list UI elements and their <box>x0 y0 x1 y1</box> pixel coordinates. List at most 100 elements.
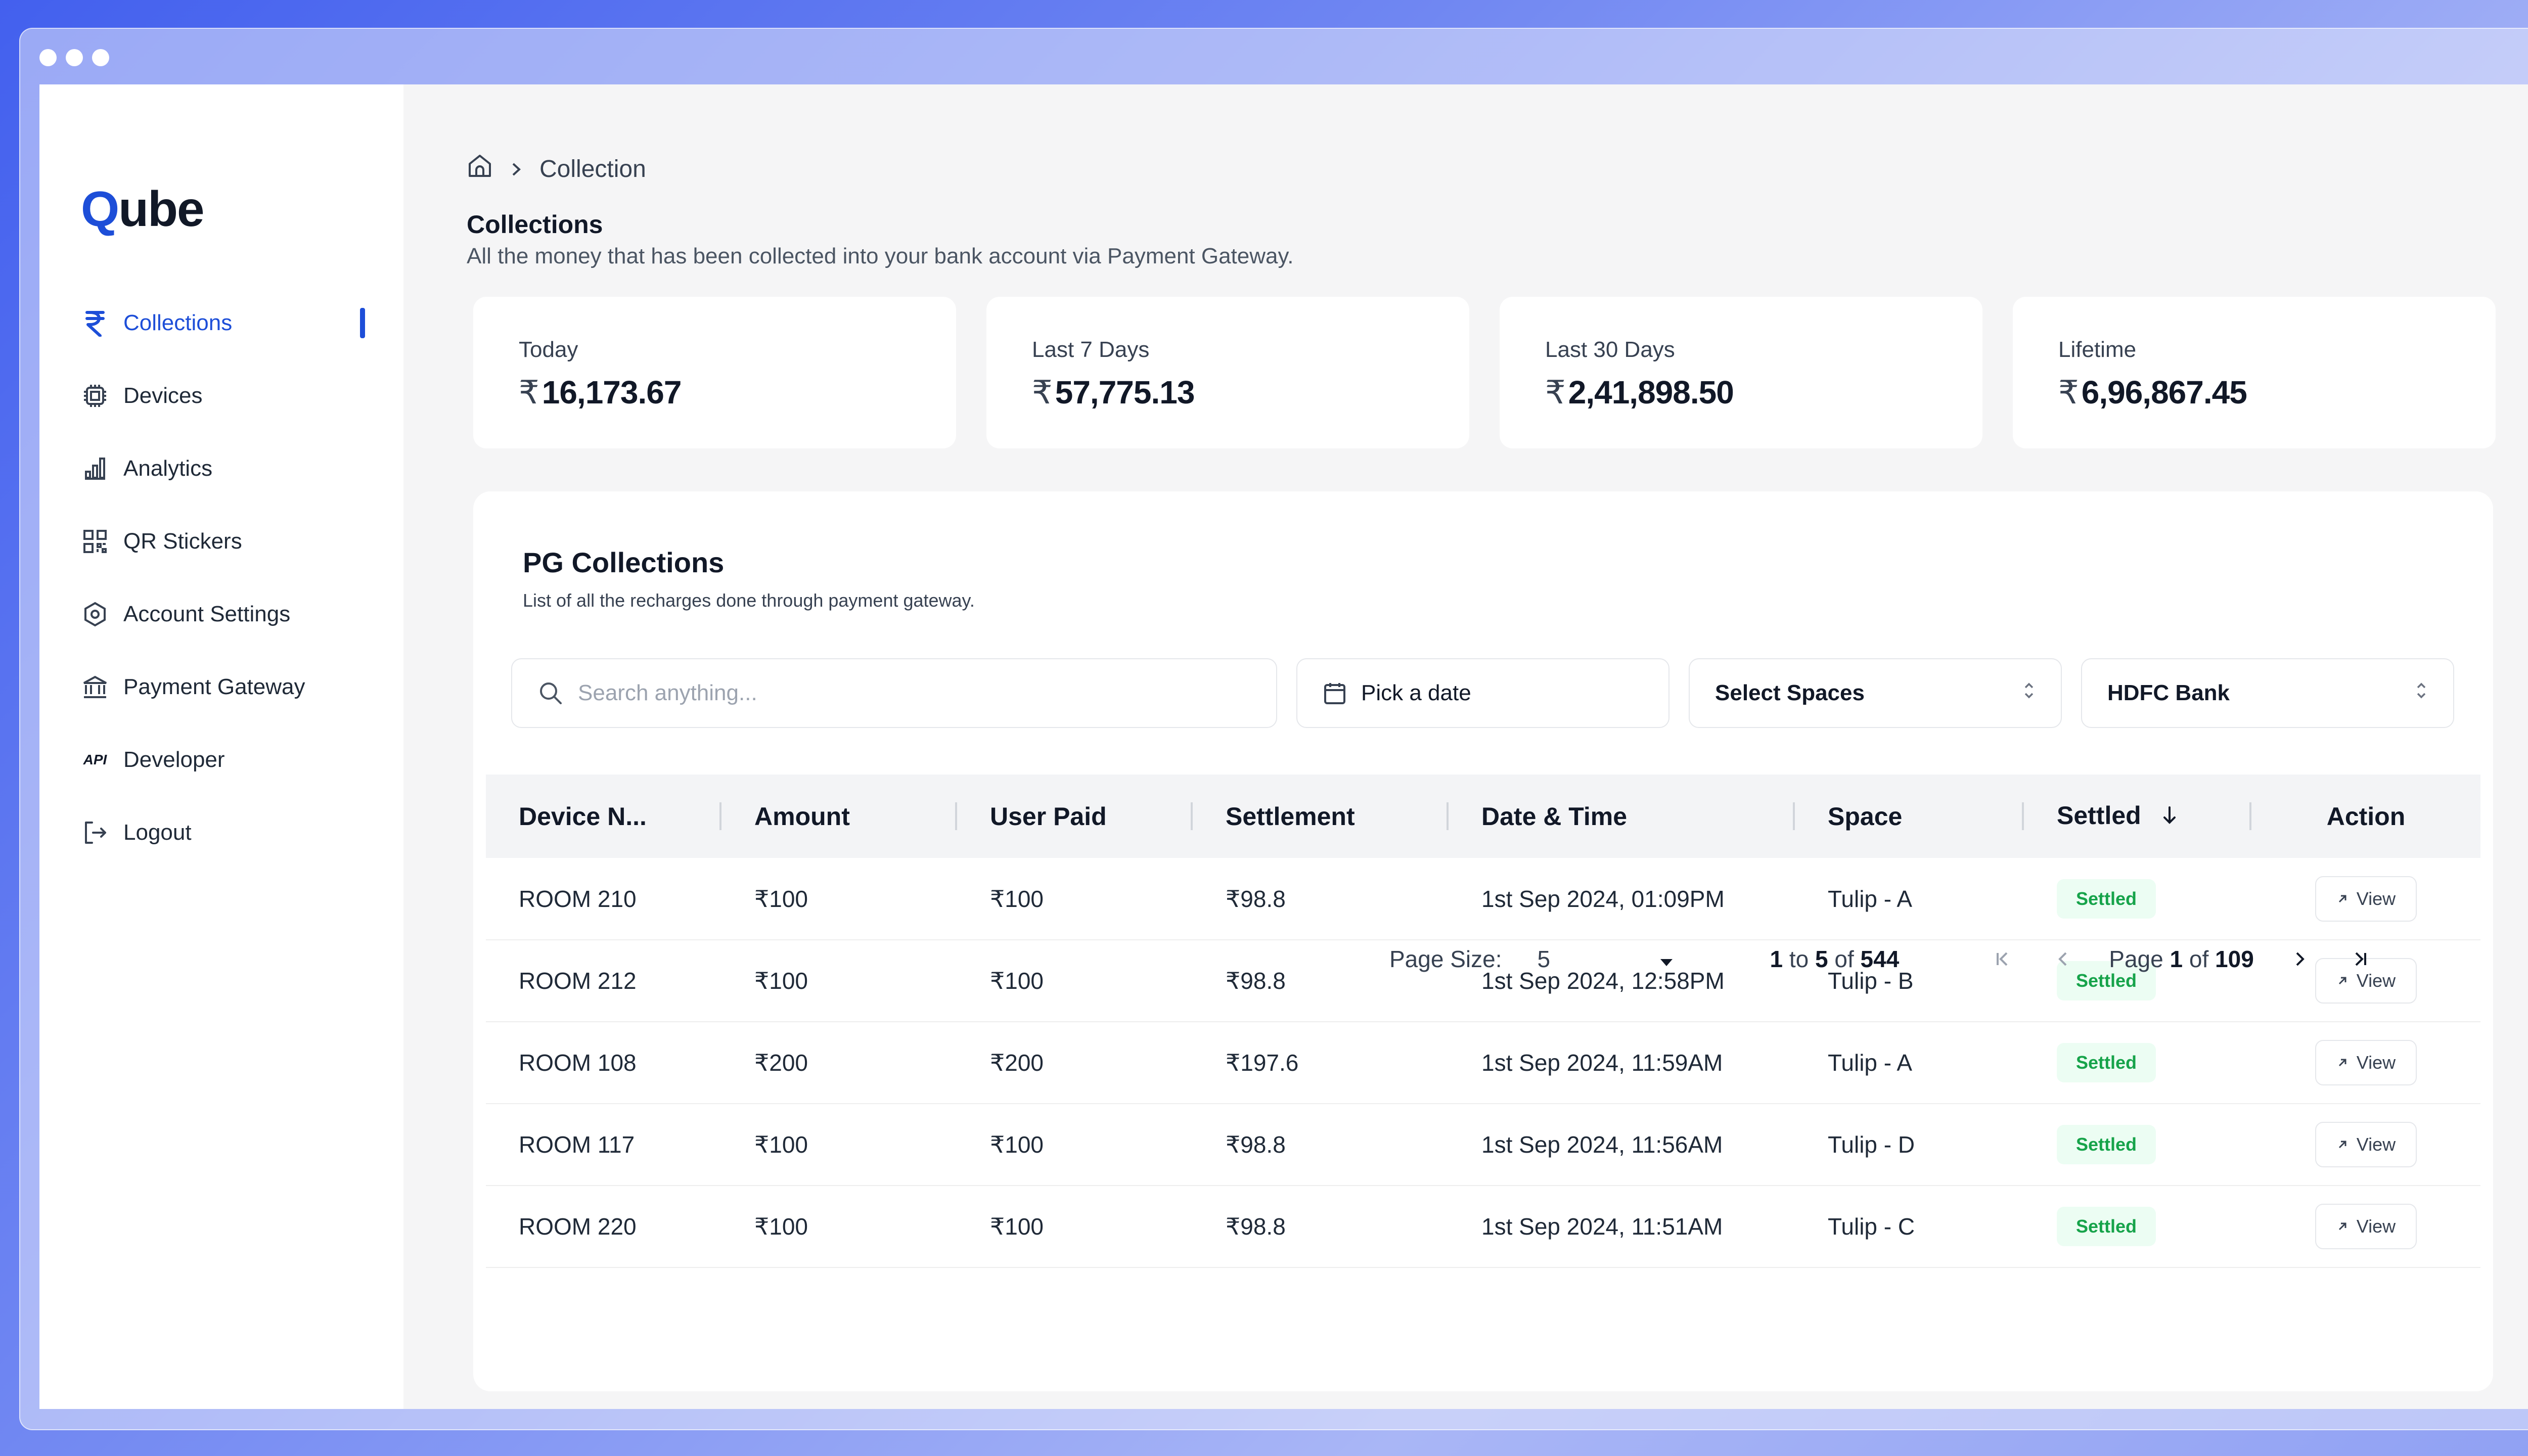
rupee-icon <box>81 309 109 337</box>
sidebar-item-label: Payment Gateway <box>123 674 305 699</box>
breadcrumb: Collection <box>467 153 646 185</box>
column-header-settled[interactable]: Settled <box>2024 775 2251 858</box>
arrow-down-icon <box>2161 802 2178 832</box>
cell-settled: Settled <box>2024 1186 2251 1268</box>
cell-date-time: 1st Sep 2024, 11:59AM <box>1449 1022 1795 1104</box>
column-header-space[interactable]: Space <box>1795 775 2024 858</box>
window-dot-minimize[interactable] <box>66 49 83 66</box>
app-shell: Qube Collections Devices <box>39 84 2528 1409</box>
cell-settled: Settled <box>2024 1104 2251 1186</box>
main-content: Collection Collections All the money tha… <box>403 84 2528 1409</box>
view-button[interactable]: View <box>2315 876 2417 922</box>
sidebar-item-label: Devices <box>123 383 203 408</box>
table-row: ROOM 108 ₹200 ₹200 ₹197.6 1st Sep 2024, … <box>486 1022 2480 1104</box>
stat-value: ₹2,41,898.50 <box>1545 374 1734 411</box>
next-page-button[interactable] <box>2284 944 2315 974</box>
arrow-up-right-icon <box>2338 977 2346 985</box>
column-header-device[interactable]: Device N... <box>486 775 721 858</box>
column-header-amount[interactable]: Amount <box>721 775 957 858</box>
home-icon[interactable] <box>467 153 493 185</box>
rupee-symbol: ₹ <box>519 374 539 411</box>
spaces-select[interactable]: Select Spaces <box>1689 658 2062 728</box>
logo: Qube <box>81 181 204 237</box>
cell-device: ROOM 220 <box>486 1186 721 1268</box>
view-button[interactable]: View <box>2315 1122 2417 1167</box>
window-dot-close[interactable] <box>39 49 57 66</box>
cell-settlement: ₹98.8 <box>1193 858 1449 940</box>
table-row: ROOM 210 ₹100 ₹100 ₹98.8 1st Sep 2024, 0… <box>486 858 2480 940</box>
last-page-button[interactable] <box>2345 944 2375 974</box>
cell-amount: ₹100 <box>721 940 957 1022</box>
bank-select-label: HDFC Bank <box>2107 680 2230 705</box>
sidebar-item-devices[interactable]: Devices <box>81 359 364 432</box>
sidebar-item-analytics[interactable]: Analytics <box>81 432 364 505</box>
chevron-right-icon <box>2296 952 2305 966</box>
cell-settlement: ₹98.8 <box>1193 1104 1449 1186</box>
sidebar-item-label: Developer <box>123 747 225 772</box>
sidebar-item-logout[interactable]: Logout <box>81 796 364 869</box>
stat-card-last-30-days: Last 30 Days ₹2,41,898.50 <box>1500 297 1982 448</box>
row-range: 1 to 5 of 544 <box>1770 946 1900 972</box>
panel-title: PG Collections <box>523 547 725 578</box>
column-header-date-time[interactable]: Date & Time <box>1449 775 1795 858</box>
sidebar-item-qr-stickers[interactable]: QR Stickers <box>81 505 364 578</box>
page-size-control: Page Size: 5 <box>1389 945 1674 973</box>
page-indicator: Page 1 of 109 <box>2109 946 2254 972</box>
arrow-up-right-icon <box>2338 895 2346 902</box>
column-header-user-paid[interactable]: User Paid <box>957 775 1193 858</box>
rupee-symbol: ₹ <box>1032 374 1053 411</box>
sidebar-item-label: Analytics <box>123 456 213 481</box>
spaces-select-label: Select Spaces <box>1715 680 1865 705</box>
cell-settled: Settled <box>2024 940 2251 1022</box>
cell-action: View <box>2251 1022 2480 1104</box>
caret-down-icon <box>1659 945 1674 973</box>
pagination: Page Size: 5 1 to 5 of 544 <box>1389 944 2401 974</box>
cell-settled: Settled <box>2024 1022 2251 1104</box>
sidebar-item-collections[interactable]: Collections <box>81 287 365 359</box>
page-navigation: Page 1 of 109 <box>1988 944 2375 974</box>
cell-device: ROOM 212 <box>486 940 721 1022</box>
chip-icon <box>81 382 109 410</box>
view-button[interactable]: View <box>2315 958 2417 1004</box>
page-subtitle: All the money that has been collected in… <box>467 244 1294 268</box>
cell-action: View <box>2251 858 2480 940</box>
stat-label: Lifetime <box>2058 337 2137 362</box>
bank-select[interactable]: HDFC Bank <box>2081 658 2454 728</box>
rupee-symbol: ₹ <box>1545 374 1566 411</box>
panel-subtitle: List of all the recharges done through p… <box>523 590 975 611</box>
filter-bar: Search anything... Pick a date Select Sp… <box>511 658 2454 728</box>
search-placeholder: Search anything... <box>578 680 757 705</box>
table-header-row: Device N... Amount User Paid Settlement … <box>486 775 2480 858</box>
status-badge: Settled <box>2057 961 2156 1000</box>
view-button[interactable]: View <box>2315 1204 2417 1249</box>
date-picker-label: Pick a date <box>1361 680 1471 705</box>
chevron-right-icon <box>510 155 522 183</box>
window-dot-maximize[interactable] <box>92 49 109 66</box>
logout-icon <box>81 818 109 847</box>
browser-window: Qube Collections Devices <box>19 28 2528 1430</box>
page-size-label: Page Size: <box>1389 946 1502 972</box>
sidebar-nav: Collections Devices Analytics <box>81 287 365 869</box>
sidebar-item-label: Collections <box>123 310 233 335</box>
stat-value: ₹57,775.13 <box>1032 374 1195 411</box>
view-button[interactable]: View <box>2315 1040 2417 1085</box>
cell-action: View <box>2251 1104 2480 1186</box>
page-title: Collections <box>467 210 603 239</box>
page-size-select[interactable]: 5 <box>1537 945 1674 973</box>
column-header-settlement[interactable]: Settlement <box>1193 775 1449 858</box>
stat-value: ₹6,96,867.45 <box>2058 374 2247 411</box>
first-page-button[interactable] <box>1988 944 2018 974</box>
sidebar-item-developer[interactable]: API Developer <box>81 723 364 796</box>
date-picker[interactable]: Pick a date <box>1296 658 1669 728</box>
sidebar-item-payment-gateway[interactable]: Payment Gateway <box>81 651 364 723</box>
cell-amount: ₹100 <box>721 1186 957 1268</box>
search-input[interactable]: Search anything... <box>511 658 1277 728</box>
stat-card-last-7-days: Last 7 Days ₹57,775.13 <box>986 297 1469 448</box>
sidebar-item-account-settings[interactable]: Account Settings <box>81 578 364 651</box>
cell-user-paid: ₹100 <box>957 1104 1193 1186</box>
active-indicator <box>360 308 365 338</box>
previous-page-button[interactable] <box>2048 944 2079 974</box>
window-controls <box>39 49 109 66</box>
sidebar-item-label: QR Stickers <box>123 529 242 554</box>
pg-collections-panel: PG Collections List of all the recharges… <box>473 491 2493 1391</box>
